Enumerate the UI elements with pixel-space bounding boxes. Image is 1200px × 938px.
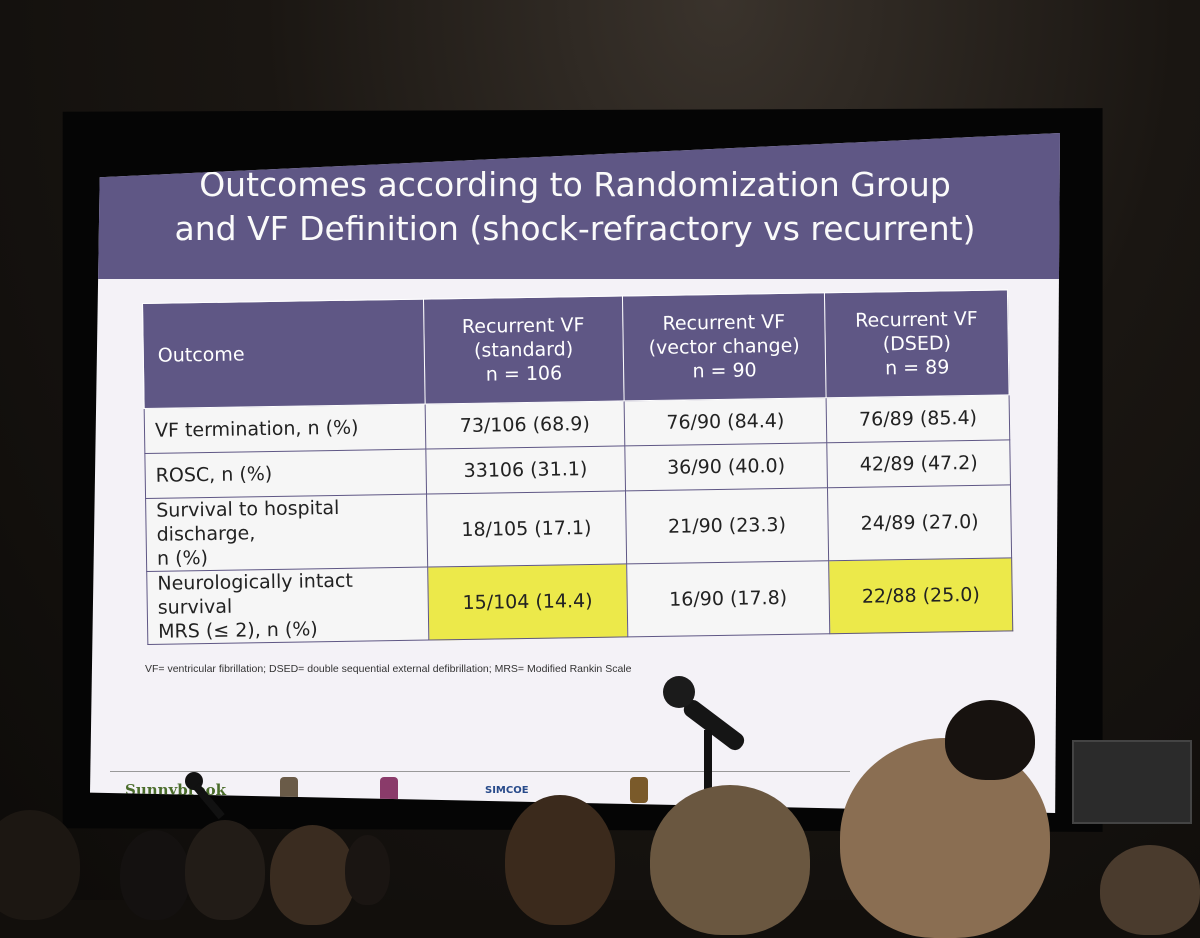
audience-head bbox=[505, 795, 615, 925]
table-cell: 33106 (31.1) bbox=[425, 445, 626, 495]
table-cell: 76/90 (84.4) bbox=[623, 397, 828, 446]
column-header-standard: Recurrent VF (standard) n = 106 bbox=[423, 295, 624, 405]
table-cell: 76/89 (85.4) bbox=[826, 394, 1010, 443]
table-cell: 42/89 (47.2) bbox=[827, 439, 1011, 488]
slide-footnote: VF= ventricular fibrillation; DSED= doub… bbox=[145, 663, 632, 675]
table-row: Survival to hospital discharge, n (%) 18… bbox=[145, 484, 1012, 572]
row-label-neuro-intact-survival: Neurologically intact survival MRS (≤ 2)… bbox=[146, 567, 429, 645]
microphone-stand bbox=[704, 730, 712, 790]
simcoe-logo: SIMCOE bbox=[485, 785, 529, 796]
slide-title-line-2: and VF Definition (shock-refractory vs r… bbox=[174, 209, 976, 248]
table-cell: 16/90 (17.8) bbox=[626, 560, 831, 637]
outcomes-table: Outcome Recurrent VF (standard) n = 106 … bbox=[142, 289, 1013, 645]
audience-head bbox=[1100, 845, 1200, 935]
audience-head bbox=[270, 825, 355, 925]
audience-head bbox=[120, 830, 190, 920]
slide-title-line-1: Outcomes according to Randomization Grou… bbox=[199, 165, 951, 204]
badge-logo-icon bbox=[380, 777, 398, 803]
table-header-row: Outcome Recurrent VF (standard) n = 106 … bbox=[142, 289, 1010, 409]
badge-logo-icon bbox=[630, 777, 648, 803]
audience-head bbox=[945, 700, 1035, 780]
column-header-dsed: Recurrent VF (DSED) n = 89 bbox=[824, 289, 1010, 398]
table-cell: 18/105 (17.1) bbox=[426, 490, 627, 568]
row-label-survival-discharge: Survival to hospital discharge, n (%) bbox=[145, 494, 428, 572]
row-label-rosc: ROSC, n (%) bbox=[144, 449, 427, 499]
footer-divider bbox=[110, 771, 850, 772]
microphone-icon bbox=[663, 676, 695, 708]
audience-head bbox=[345, 835, 390, 905]
highlighted-cell: 15/104 (14.4) bbox=[427, 563, 628, 641]
audience-head bbox=[185, 820, 265, 920]
audience-head bbox=[0, 810, 80, 920]
audience-head bbox=[650, 785, 810, 935]
table-cell: 36/90 (40.0) bbox=[624, 442, 828, 491]
column-header-outcome: Outcome bbox=[142, 299, 426, 409]
table-cell: 21/90 (23.3) bbox=[625, 487, 829, 564]
presentation-slide: Outcomes according to Randomization Grou… bbox=[90, 133, 1060, 813]
table-row: Neurologically intact survival MRS (≤ 2)… bbox=[146, 557, 1013, 645]
row-label-vf-termination: VF termination, n (%) bbox=[144, 404, 426, 454]
speaker-monitor bbox=[1072, 740, 1192, 824]
column-header-vector-change: Recurrent VF (vector change) n = 90 bbox=[622, 292, 827, 401]
table-cell: 73/106 (68.9) bbox=[425, 400, 625, 450]
audience-silhouettes bbox=[0, 700, 1200, 938]
highlighted-cell: 22/88 (25.0) bbox=[828, 557, 1013, 634]
badge-logo-icon bbox=[280, 777, 298, 803]
table-cell: 24/89 (27.0) bbox=[827, 484, 1012, 561]
